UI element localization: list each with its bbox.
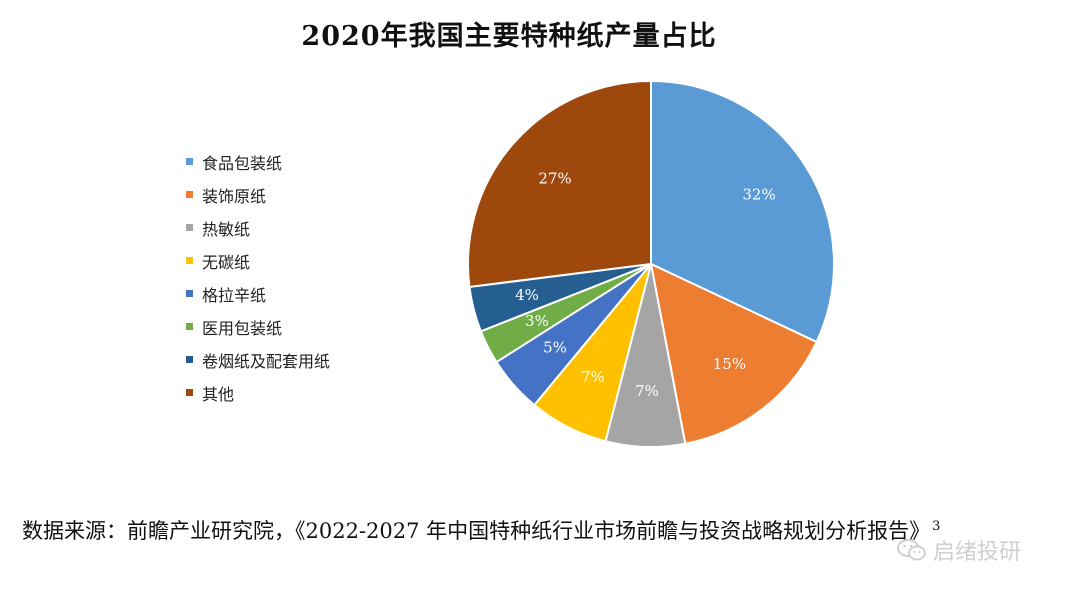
legend-swatch [186,257,193,264]
legend-item: 其他 [186,376,446,409]
legend-swatch [186,191,193,198]
legend-item: 食品包装纸 [186,145,446,178]
legend-item: 卷烟纸及配套用纸 [186,343,446,376]
slice-label-8: 27% [538,169,571,187]
legend-label: 食品包装纸 [202,153,283,173]
source-text: 数据来源：前瞻产业研究院，《2022-2027 年中国特种纸行业市场前瞻与投资战… [22,519,931,543]
chart-legend: 食品包装纸装饰原纸热敏纸无碳纸格拉辛纸医用包装纸卷烟纸及配套用纸 其他 [186,145,446,409]
pie-slice-8 [467,79,652,289]
legend-item: 格拉辛纸 [186,277,446,310]
legend-label: 格拉辛纸 [202,285,267,305]
legend-swatch [186,389,193,396]
pie-slice-1 [650,79,835,344]
legend-label: 热敏纸 [202,219,251,239]
footnote-marker: 3 [932,519,941,534]
legend-item: 热敏纸 [186,211,446,244]
slice-label-3: 7% [635,382,659,400]
chart-title: 2020年我国主要特种纸产量占比 [301,21,717,52]
slice-label-7: 4% [515,286,539,304]
slice-label-2: 15% [713,355,746,373]
legend-swatch [186,323,193,330]
slice-label-5: 5% [543,339,567,357]
slice-label-6: 3% [525,312,549,330]
wechat-icon [897,539,926,561]
legend-label: 无碳纸 [202,252,251,272]
legend-label: 医用包装纸 [202,318,283,338]
slice-label-1: 32% [742,185,775,203]
slice-label-4: 7% [581,368,605,386]
pie-slice-2 [649,262,818,445]
legend-item: 医用包装纸 [186,310,446,343]
legend-item: 装饰原纸 [186,178,446,211]
legend-item: 无碳纸 [186,244,446,277]
legend-swatch [186,158,193,165]
watermark: 启绪投研 [897,534,1021,566]
legend-swatch [186,224,193,231]
legend-label: 其他 [202,384,235,404]
watermark-text: 启绪投研 [933,540,1022,565]
legend-swatch [186,290,193,297]
legend-label: 装饰原纸 [202,186,267,206]
legend-label: 卷烟纸及配套用纸 [202,351,331,371]
legend-swatch [186,356,193,363]
source-note: 数据来源：前瞻产业研究院，《2022-2027 年中国特种纸行业市场前瞻与投资战… [22,511,1062,547]
